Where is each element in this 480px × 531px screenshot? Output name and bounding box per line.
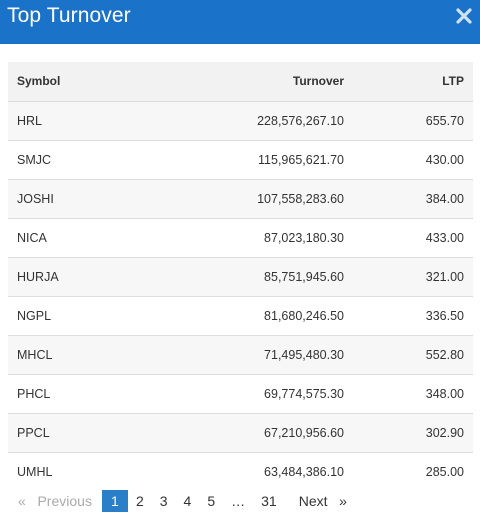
cell-turnover: 67,210,956.60 [264,425,344,440]
cell-symbol: JOSHI [17,191,54,206]
close-icon [456,8,472,24]
previous-label: Previous [37,493,92,509]
cell-symbol: HRL [17,113,43,128]
table-row[interactable]: NICA 87,023,180.30 433.00 [8,218,473,257]
page-link-3[interactable]: 3 [159,493,168,509]
cell-turnover: 107,558,283.60 [257,191,344,206]
header-row: Symbol Turnover LTP [8,62,473,101]
turnover-table: Symbol Turnover LTP HRL 228,576,267.10 655… [8,62,473,491]
next-label: Next [298,493,328,509]
table-row[interactable]: HRL 228,576,267.10 655.70 [8,101,473,140]
cell-turnover: 228,576,267.10 [257,113,344,128]
cell-symbol: HURJA [17,269,59,284]
next-arrow: » [339,493,347,509]
page-link-4[interactable]: 4 [183,493,192,509]
cell-ltp: 336.50 [425,308,464,323]
cell-ltp: 552.80 [425,347,464,362]
cell-turnover: 81,680,246.50 [264,308,344,323]
table-row[interactable]: PPCL 67,210,956.60 302.90 [8,413,473,452]
table-row[interactable]: MHCL 71,495,480.30 552.80 [8,335,473,374]
cell-turnover: 69,774,575.30 [264,386,344,401]
cell-ltp: 285.00 [425,464,464,479]
table-row[interactable]: NGPL 81,680,246.50 336.50 [8,296,473,335]
cell-turnover: 115,965,621.70 [258,152,344,167]
table-row[interactable]: PHCL 69,774,575.30 348.00 [8,374,473,413]
cell-symbol: PHCL [17,386,51,401]
cell-turnover: 63,484,386.10 [264,464,344,479]
pagination-ellipsis: … [231,493,246,509]
column-header-symbol[interactable]: Symbol [17,74,61,89]
table-row[interactable]: HURJA 85,751,945.60 321.00 [8,257,473,296]
page-link-last[interactable]: 31 [261,493,277,509]
table-row[interactable]: UMHL 63,484,386.10 285.00 [8,452,473,491]
previous-page-link[interactable]: « Previous [8,490,102,512]
modal-title: Top Turnover [7,4,131,27]
cell-symbol: SMJC [17,152,52,167]
cell-symbol: PPCL [17,425,50,440]
cell-ltp: 321.00 [425,269,464,284]
cell-symbol: UMHL [17,464,53,479]
cell-symbol: NICA [17,230,47,245]
cell-ltp: 433.00 [425,230,464,245]
page-link-1[interactable]: 1 [101,490,128,512]
table-header: Symbol Turnover LTP [8,62,473,101]
page-link-2[interactable]: 2 [135,493,144,509]
cell-turnover: 71,495,480.30 [264,347,344,362]
cell-symbol: MHCL [17,347,53,362]
table-row[interactable]: SMJC 115,965,621.70 430.00 [8,140,473,179]
table-row[interactable]: JOSHI 107,558,283.60 384.00 [8,179,473,218]
cell-turnover: 87,023,180.30 [264,230,344,245]
cell-ltp: 384.00 [425,191,464,206]
cell-ltp: 302.90 [425,425,464,440]
table-body: HRL 228,576,267.10 655.70 SMJC 115,965,621.7… [8,101,473,491]
turnover-table-container: Symbol Turnover LTP HRL 228,576,267.10 655… [8,62,473,491]
page-link-5[interactable]: 5 [207,493,216,509]
cell-symbol: NGPL [17,308,52,323]
next-page-link[interactable]: Next » [285,490,355,512]
previous-arrow: « [18,493,26,509]
cell-ltp: 430.00 [425,152,464,167]
column-header-turnover[interactable]: Turnover [292,74,344,89]
modal-header: Top Turnover [0,0,480,44]
cell-ltp: 655.70 [425,113,464,128]
close-button[interactable] [454,6,474,26]
column-header-ltp[interactable]: LTP [442,74,464,89]
cell-turnover: 85,751,945.60 [264,269,344,284]
cell-ltp: 348.00 [425,386,464,401]
